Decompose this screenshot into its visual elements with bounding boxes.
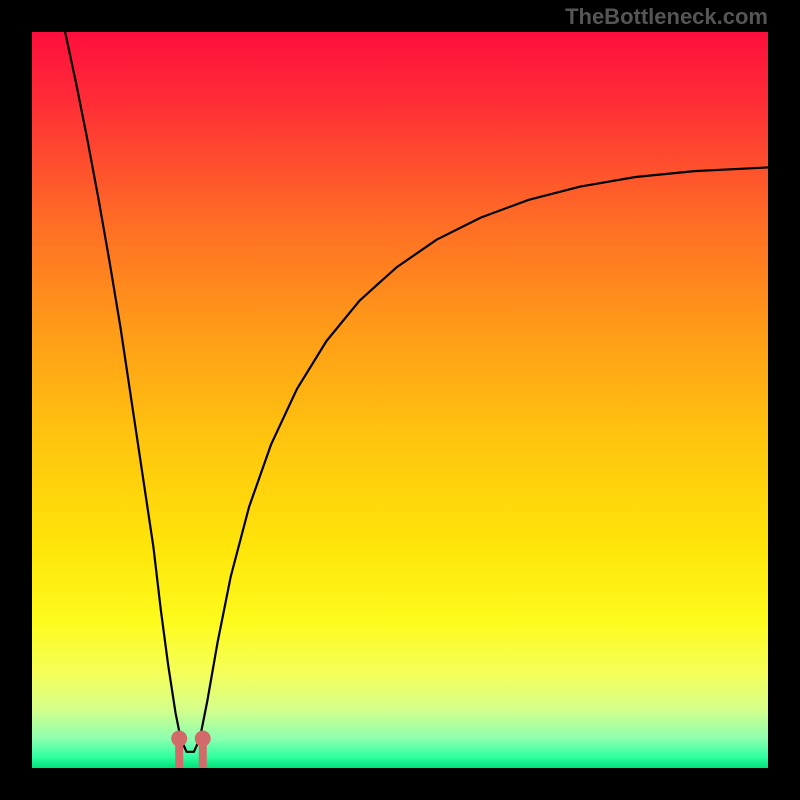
chart-container: TheBottleneck.com — [0, 0, 800, 800]
watermark-text: TheBottleneck.com — [565, 4, 768, 30]
plot-area — [32, 32, 768, 768]
gradient-background — [32, 32, 768, 768]
